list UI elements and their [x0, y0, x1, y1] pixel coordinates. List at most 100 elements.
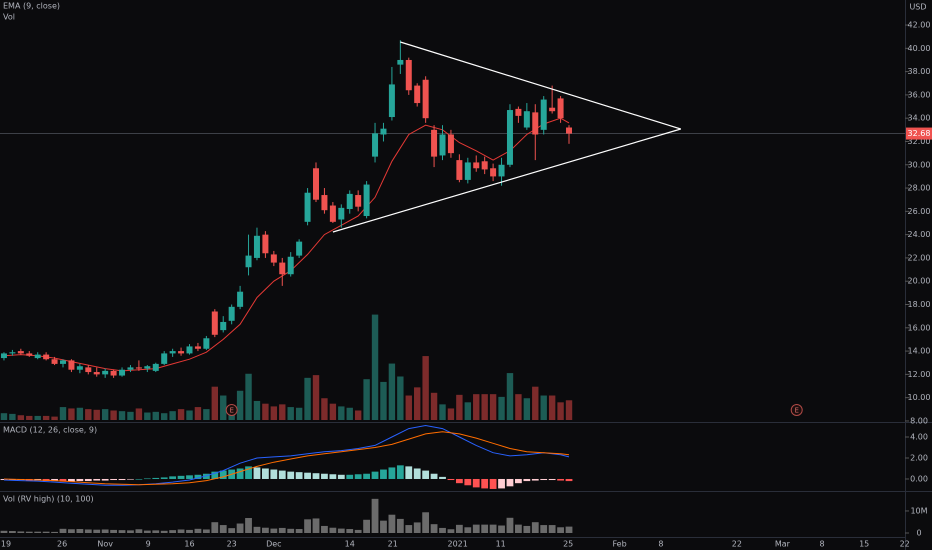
candle-body	[447, 134, 454, 154]
candle-body	[481, 161, 488, 170]
ema-legend: EMA (9, close)	[3, 2, 60, 11]
macd-histogram-bar	[548, 478, 556, 481]
macd-histogram-bar	[101, 478, 109, 481]
macd-histogram-bar	[278, 470, 286, 479]
rv-volume-bar	[439, 527, 446, 534]
rv-volume-bar	[405, 525, 413, 534]
volume-bar	[279, 404, 286, 420]
volume-bar	[17, 415, 25, 420]
volume-bar	[101, 409, 109, 420]
candle-body	[93, 372, 100, 375]
macd-histogram-bar	[439, 476, 446, 479]
rv-volume-bar	[202, 529, 210, 534]
macd-histogram-bar	[169, 476, 177, 479]
y-tick-label: 10.00	[908, 393, 931, 402]
candle-body	[186, 346, 193, 354]
candle-body	[152, 363, 159, 371]
volume-bar	[430, 392, 438, 420]
volume-bar	[34, 415, 41, 420]
volume-bar	[346, 407, 353, 420]
y-tick-label: 32.00	[908, 137, 931, 146]
macd-title: MACD (12, 26, close, 9)	[3, 426, 97, 435]
currency-label: USD	[909, 3, 926, 12]
macd-line	[3, 431, 570, 486]
candle-body	[135, 367, 142, 369]
candle-body	[17, 351, 24, 354]
x-tick-label: 15	[859, 540, 869, 549]
volume-bar	[220, 395, 227, 420]
y-tick-label: 0	[916, 529, 921, 538]
volume-bar	[203, 409, 210, 420]
y-tick-label: 0.00	[910, 474, 928, 483]
earnings-marker	[790, 404, 803, 416]
macd-histogram-bar	[312, 473, 320, 479]
rv-volume-bar	[548, 525, 556, 534]
earnings-label: E	[229, 407, 233, 415]
macd-histogram-bar	[236, 468, 244, 479]
rv-volume-bar	[8, 531, 16, 534]
x-tick-label: Mar	[775, 540, 791, 549]
rv-volume-bar	[346, 529, 354, 534]
x-tick-label: 8	[819, 540, 824, 549]
y-tick-label: 36.00	[908, 90, 931, 99]
candle-body	[313, 168, 320, 200]
macd-histogram-bar	[371, 471, 379, 479]
macd-histogram-bar	[565, 478, 573, 482]
volume-bar	[26, 415, 33, 420]
volume-bar	[110, 410, 117, 420]
rv-volume-bar	[177, 529, 185, 534]
macd-histogram-bar	[405, 466, 413, 479]
candle-body	[262, 234, 269, 254]
y-tick-label: 24.00	[908, 230, 931, 239]
macd-histogram-bar	[464, 478, 472, 486]
candle-body	[338, 207, 345, 220]
x-tick-label: 8	[658, 540, 663, 549]
rv-volume-bar	[160, 530, 168, 534]
macd-histogram-bar	[51, 478, 58, 482]
candle-body	[506, 110, 513, 165]
volume-bar	[456, 394, 463, 420]
rv-volume-bar	[363, 519, 371, 534]
x-tick-label: 26	[57, 540, 67, 549]
volume-legend: Vol	[3, 13, 15, 22]
earnings-marker	[225, 404, 238, 416]
macd-histogram-bar	[135, 478, 143, 480]
y-tick-label: 40.00	[908, 44, 931, 53]
y-tick-label: 26.00	[908, 207, 931, 216]
y-tick-label: 14.00	[908, 347, 931, 356]
rv-volume-title: Vol (RV high) (10, 100)	[3, 495, 94, 504]
candle-body	[119, 369, 126, 376]
volume-bar	[42, 415, 50, 420]
candle-body	[228, 306, 235, 321]
y-tick-label: 20.00	[908, 277, 931, 286]
x-tick-label: 11	[496, 540, 506, 549]
macd-histogram-bar	[531, 478, 539, 481]
rv-volume-bar	[295, 529, 303, 534]
candle-body	[549, 107, 556, 112]
rv-volume-bar	[557, 527, 564, 534]
macd-histogram-bar	[245, 466, 252, 479]
trendline	[400, 41, 681, 130]
volume-bar	[51, 416, 58, 420]
volume-bar	[405, 395, 412, 420]
macd-histogram-bar	[304, 472, 311, 479]
candle-body	[566, 127, 573, 134]
volume-bar	[464, 402, 472, 420]
y-tick-label: 42.00	[908, 21, 931, 30]
volume-bar	[565, 400, 573, 420]
candle-body	[456, 160, 463, 180]
volume-bar	[169, 411, 176, 420]
macd-histogram-bar	[498, 478, 505, 489]
volume-bar	[506, 373, 514, 420]
candle-body	[532, 112, 539, 135]
volume-bar	[532, 386, 539, 420]
candle-body	[464, 162, 471, 180]
rv-volume-bar	[388, 514, 396, 534]
candle-body	[211, 311, 218, 335]
macd-histogram-bar	[321, 473, 328, 479]
volume-bar	[548, 395, 556, 420]
macd-histogram-bar	[481, 478, 489, 489]
volume-bar	[515, 394, 522, 420]
last-price-label: 32.68	[908, 129, 931, 138]
rv-volume-bar	[464, 527, 472, 534]
